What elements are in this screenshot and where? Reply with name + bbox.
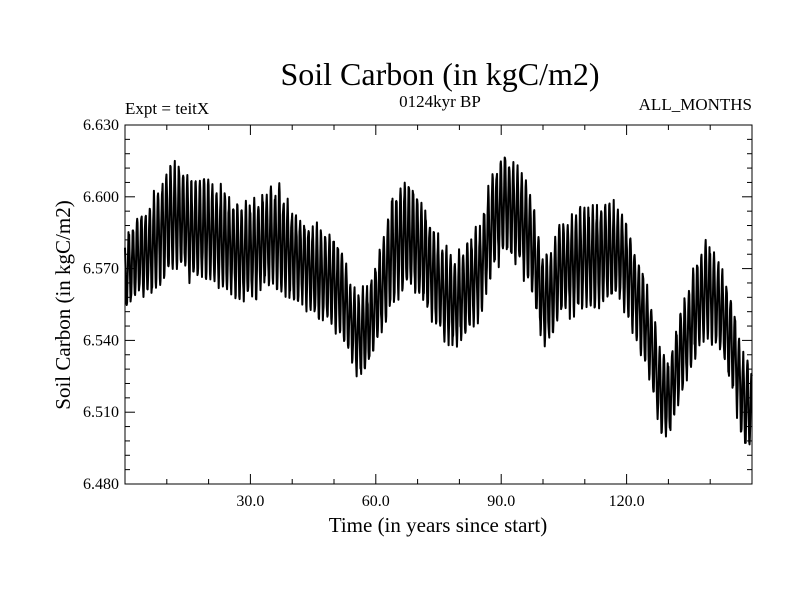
period-label: 0124kyr BP	[399, 92, 481, 111]
data-layer	[124, 156, 753, 446]
x-tick-label: 90.0	[487, 493, 515, 510]
y-tick-label: 6.480	[83, 476, 119, 493]
x-axis: 30.0 60.0 90.0 120.0	[166, 125, 711, 510]
months-label: ALL_MONTHS	[639, 95, 752, 114]
x-tick-label: 30.0	[236, 493, 264, 510]
x-axis-title: Time (in years since start)	[329, 513, 548, 537]
y-axis-title: Soil Carbon (in kgC/m2)	[51, 200, 75, 409]
y-tick-label: 6.570	[83, 261, 119, 278]
x-tick-label: 120.0	[609, 493, 645, 510]
y-tick-label: 6.600	[83, 189, 119, 206]
chart-title: Soil Carbon (in kgC/m2)	[280, 56, 599, 92]
soil-carbon-series-line	[124, 156, 753, 446]
experiment-label: Expt = teitX	[125, 99, 209, 118]
x-tick-label: 60.0	[362, 493, 390, 510]
y-tick-label: 6.510	[83, 404, 119, 421]
y-tick-label: 6.630	[83, 117, 119, 134]
plot-frame	[124, 124, 753, 485]
y-axis: 6.480 6.510 6.540 6.570 6.600 6.630	[83, 117, 752, 493]
y-tick-label: 6.540	[83, 332, 119, 349]
